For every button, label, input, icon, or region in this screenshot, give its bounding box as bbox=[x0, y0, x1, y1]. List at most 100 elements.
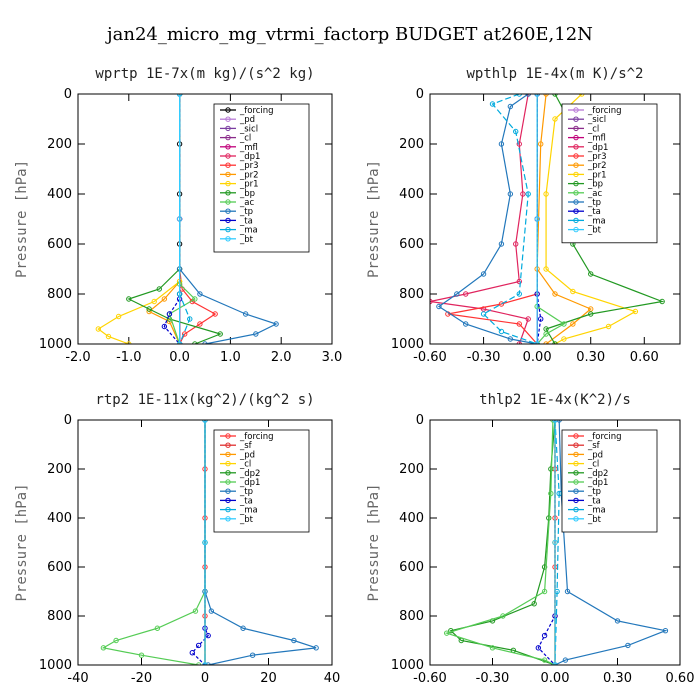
legend-entry: _pr1 bbox=[587, 170, 607, 180]
x-tick-label: 40 bbox=[324, 671, 341, 686]
data-point bbox=[556, 420, 562, 423]
legend-marker bbox=[573, 107, 579, 113]
y-tick-label: 1000 bbox=[39, 658, 72, 673]
data-point bbox=[202, 539, 208, 546]
data-point bbox=[197, 321, 203, 327]
data-point bbox=[95, 326, 102, 332]
y-axis-label: Pressure [hPa] bbox=[366, 483, 382, 601]
legend-entry: _dp1 bbox=[587, 143, 608, 153]
legend-entry: _tp bbox=[587, 487, 601, 497]
data-point bbox=[548, 466, 554, 472]
series-line-pr2 bbox=[536, 94, 592, 344]
legend-marker bbox=[225, 506, 231, 513]
x-tick-label: 0.30 bbox=[603, 671, 632, 686]
chart-panel-3: rtp2 1E-11x(kg^2)/(kg^2 s) Pressure [hPa]… bbox=[14, 392, 340, 686]
data-point bbox=[538, 141, 544, 147]
legend-entry: _dp2 bbox=[587, 469, 608, 479]
data-point bbox=[249, 652, 256, 658]
series-line-tp bbox=[437, 94, 538, 344]
data-point bbox=[513, 241, 519, 247]
legend-marker bbox=[573, 433, 579, 439]
legend-marker bbox=[573, 479, 579, 485]
data-point bbox=[217, 331, 223, 337]
data-point bbox=[550, 420, 556, 423]
legend-entry: _dp2 bbox=[239, 469, 260, 479]
legend-marker bbox=[225, 460, 231, 467]
legend-marker bbox=[225, 497, 231, 504]
data-point bbox=[556, 490, 562, 497]
legend-entry: _sf bbox=[587, 441, 601, 451]
series-line-bp bbox=[127, 94, 223, 344]
data-point bbox=[570, 288, 576, 295]
legend-marker bbox=[573, 506, 579, 513]
data-point bbox=[507, 336, 514, 342]
data-point bbox=[187, 316, 193, 322]
data-point bbox=[115, 313, 122, 320]
legend-entry: _bt bbox=[239, 235, 254, 245]
legend-marker bbox=[225, 488, 231, 494]
series-group bbox=[443, 420, 669, 665]
data-point bbox=[105, 333, 112, 340]
legend-marker bbox=[225, 116, 231, 122]
series-line-tp bbox=[204, 420, 317, 665]
y-tick-label: 800 bbox=[399, 287, 424, 302]
legend-entry: _forcing bbox=[239, 432, 274, 442]
series-line-pr1 bbox=[97, 94, 181, 344]
legend-entry: _bt bbox=[239, 515, 254, 525]
series-line-dp2 bbox=[449, 420, 556, 665]
data-point bbox=[480, 271, 487, 277]
data-point bbox=[138, 652, 145, 658]
legend-box bbox=[561, 103, 658, 244]
legend-entry: _sf bbox=[239, 441, 253, 451]
data-point bbox=[498, 141, 505, 147]
legend-marker bbox=[573, 217, 579, 224]
legend-entry: _cl bbox=[239, 460, 251, 470]
data-point bbox=[564, 588, 571, 595]
legend-entry: _ma bbox=[587, 216, 606, 226]
series-line-pr1 bbox=[545, 94, 637, 344]
data-point bbox=[562, 657, 569, 663]
y-tick-label: 0 bbox=[416, 413, 424, 428]
data-point bbox=[430, 298, 433, 305]
data-point bbox=[541, 588, 548, 595]
legend-entry: _ac bbox=[587, 189, 602, 199]
legend-marker bbox=[225, 516, 231, 522]
data-point bbox=[273, 321, 279, 327]
data-point bbox=[561, 336, 567, 342]
data-point bbox=[208, 608, 215, 614]
y-tick-label: 1000 bbox=[391, 658, 424, 673]
data-point bbox=[538, 316, 544, 322]
legend-marker bbox=[573, 144, 579, 150]
data-point bbox=[489, 645, 496, 651]
data-point bbox=[535, 645, 542, 651]
legend-marker bbox=[573, 125, 579, 132]
legend-entry: _forcing bbox=[587, 106, 622, 116]
legend-entry: _sicl bbox=[239, 124, 258, 134]
data-point bbox=[632, 308, 639, 315]
legend-marker bbox=[225, 479, 231, 485]
legend-entry: _mfl bbox=[239, 143, 258, 153]
data-point bbox=[534, 216, 540, 222]
y-tick-label: 800 bbox=[47, 609, 72, 624]
legend-marker bbox=[225, 107, 231, 113]
data-point bbox=[588, 311, 594, 317]
x-tick-label: 0.00 bbox=[541, 671, 570, 686]
data-point bbox=[662, 628, 669, 634]
data-point bbox=[541, 564, 548, 570]
x-tick-label: 0 bbox=[201, 671, 209, 686]
x-tick-label: 0.0 bbox=[169, 350, 190, 365]
data-point bbox=[531, 601, 537, 607]
legend-marker bbox=[573, 497, 579, 504]
data-point bbox=[195, 642, 202, 649]
legend-marker bbox=[573, 442, 579, 448]
data-point bbox=[113, 637, 119, 644]
data-point bbox=[156, 286, 162, 292]
legend-marker bbox=[225, 134, 231, 141]
data-point bbox=[541, 632, 548, 639]
data-point bbox=[192, 608, 199, 614]
legend-entry: _dp1 bbox=[239, 152, 260, 162]
legend-marker bbox=[225, 171, 231, 178]
legend-marker bbox=[225, 451, 231, 458]
legend-entry: _mfl bbox=[587, 134, 606, 144]
